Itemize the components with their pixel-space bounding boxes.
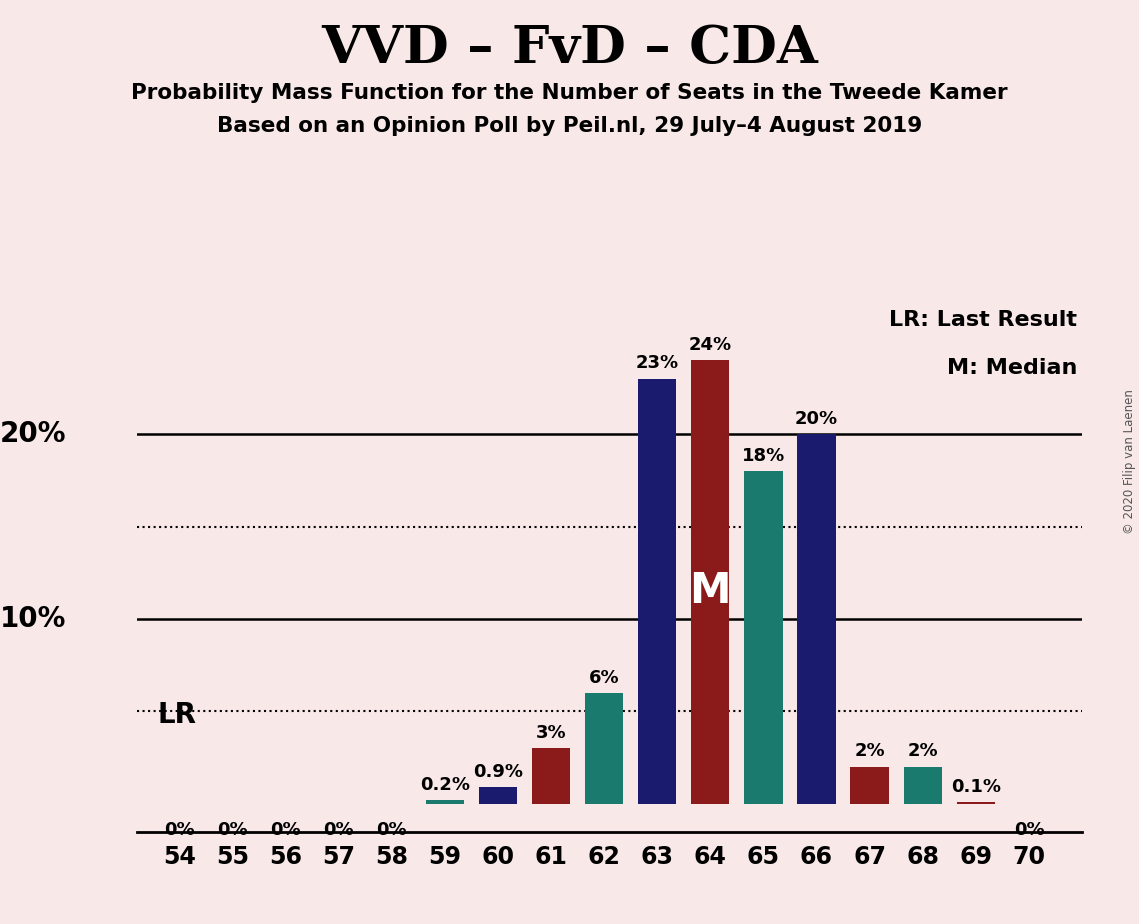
Text: M: Median: M: Median xyxy=(947,358,1077,378)
Text: 0%: 0% xyxy=(216,821,247,838)
Bar xyxy=(532,748,570,804)
Text: 20%: 20% xyxy=(0,420,66,448)
Text: 10%: 10% xyxy=(0,605,66,633)
Bar xyxy=(691,360,729,804)
Text: 0%: 0% xyxy=(270,821,301,838)
Text: 6%: 6% xyxy=(589,669,620,687)
Bar xyxy=(744,471,782,804)
Text: 3%: 3% xyxy=(535,724,566,742)
Text: 2%: 2% xyxy=(854,743,885,760)
Text: © 2020 Filip van Laenen: © 2020 Filip van Laenen xyxy=(1123,390,1137,534)
Text: 18%: 18% xyxy=(741,447,785,465)
Bar xyxy=(797,434,836,804)
Text: 0%: 0% xyxy=(376,821,407,838)
Text: 0%: 0% xyxy=(323,821,354,838)
Bar xyxy=(585,693,623,804)
Text: M: M xyxy=(689,570,731,612)
Text: 0.1%: 0.1% xyxy=(951,778,1001,796)
Text: 2%: 2% xyxy=(908,743,939,760)
Text: Probability Mass Function for the Number of Seats in the Tweede Kamer: Probability Mass Function for the Number… xyxy=(131,83,1008,103)
Text: 0%: 0% xyxy=(1014,821,1044,838)
Text: 23%: 23% xyxy=(636,355,679,372)
Text: 24%: 24% xyxy=(689,336,732,354)
Bar xyxy=(478,787,517,804)
Text: 0.9%: 0.9% xyxy=(473,763,523,781)
Text: LR: Last Result: LR: Last Result xyxy=(890,310,1077,330)
Bar xyxy=(426,800,464,804)
Text: 0.2%: 0.2% xyxy=(420,776,469,794)
Text: 20%: 20% xyxy=(795,410,838,428)
Bar xyxy=(851,767,888,804)
Text: Based on an Opinion Poll by Peil.nl, 29 July–4 August 2019: Based on an Opinion Poll by Peil.nl, 29 … xyxy=(216,116,923,136)
Text: VVD – FvD – CDA: VVD – FvD – CDA xyxy=(321,23,818,74)
Text: 0%: 0% xyxy=(164,821,195,838)
Bar xyxy=(957,802,995,804)
Text: LR: LR xyxy=(158,701,197,729)
Bar xyxy=(638,379,677,804)
Bar xyxy=(903,767,942,804)
